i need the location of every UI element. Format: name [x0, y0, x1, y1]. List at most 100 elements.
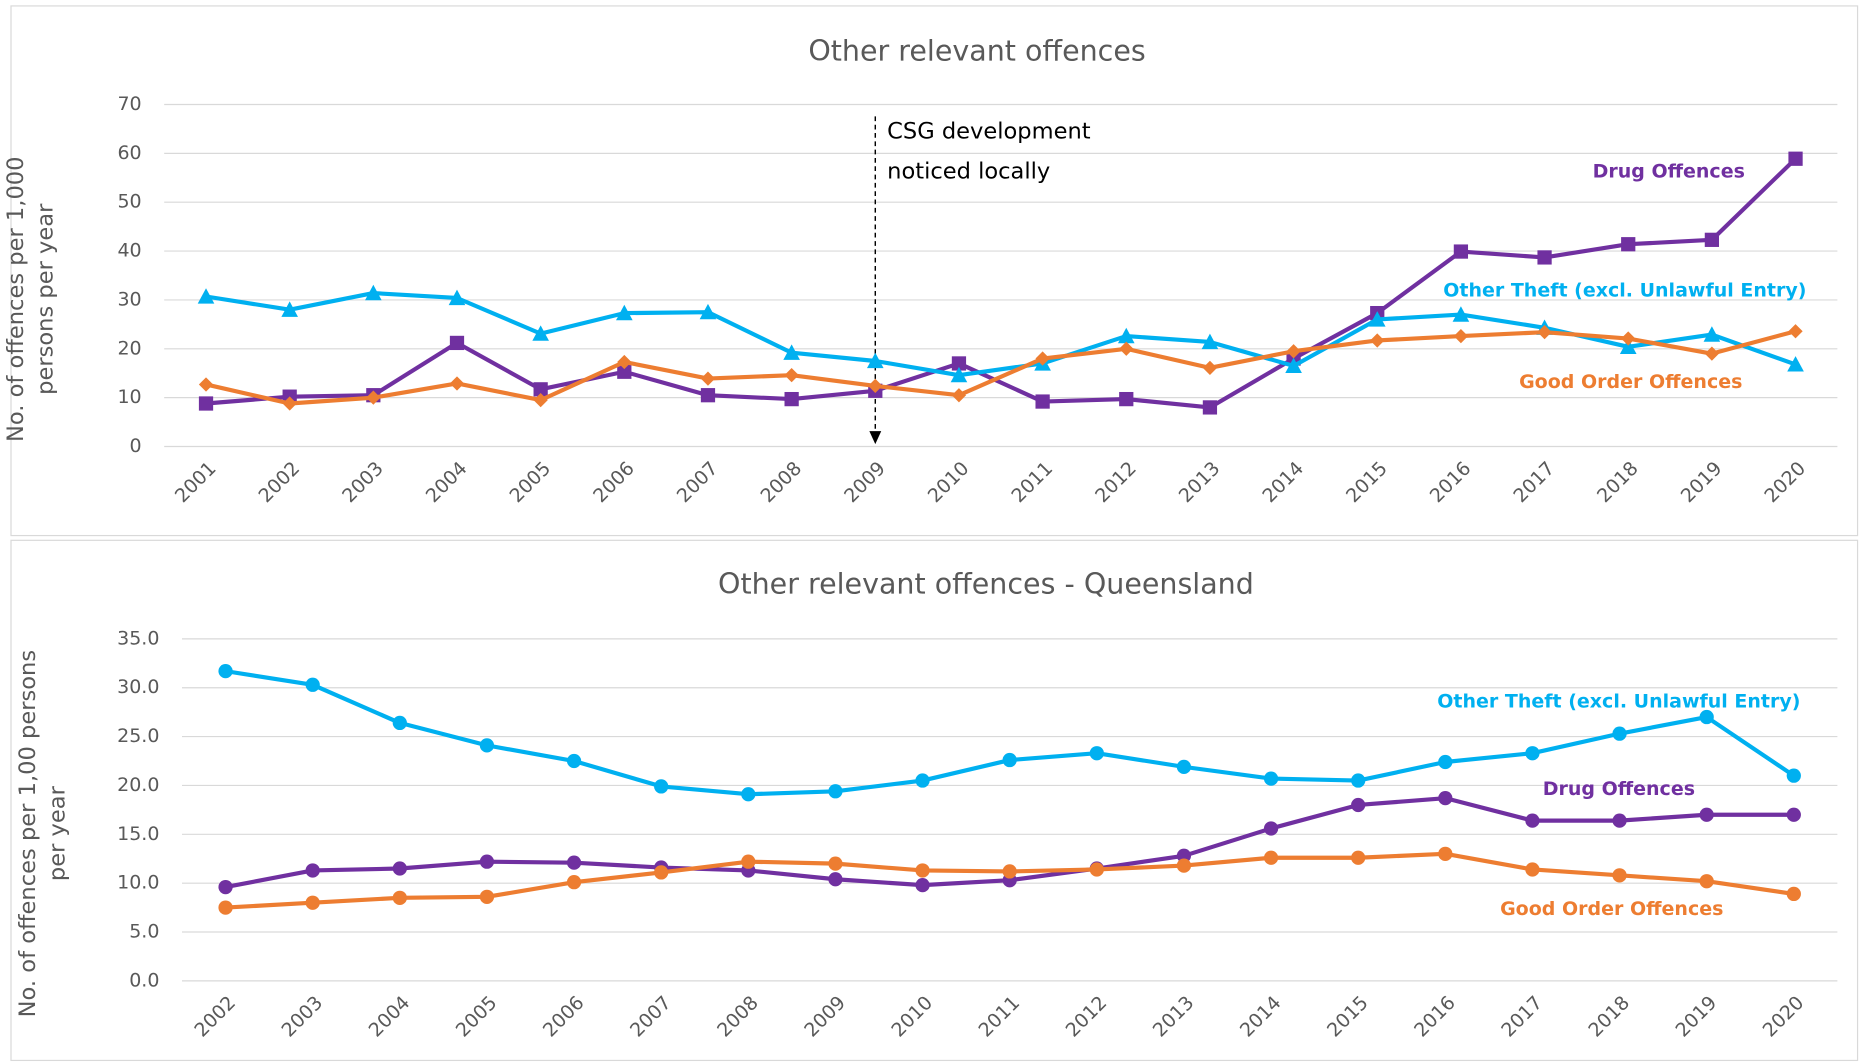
- marker: [1612, 868, 1627, 883]
- marker: [1119, 391, 1134, 407]
- marker: [305, 677, 320, 692]
- marker: [950, 366, 968, 383]
- marker: [305, 863, 320, 878]
- y-axis-label-box: No. of offences per 1,000 persons per ye…: [3, 156, 59, 442]
- marker: [654, 865, 669, 880]
- marker: [1537, 250, 1552, 265]
- marker: [1786, 768, 1801, 783]
- marker: [479, 738, 495, 753]
- marker: [1035, 394, 1050, 409]
- y-tick-label: 10: [117, 386, 141, 408]
- chart-title: Other relevant offences: [808, 34, 1145, 67]
- marker: [532, 325, 549, 341]
- marker: [741, 787, 756, 802]
- marker: [1537, 325, 1552, 340]
- marker: [448, 289, 466, 306]
- chart-title: Other relevant offences - Queensland: [718, 567, 1254, 600]
- marker: [1002, 752, 1017, 768]
- marker: [1699, 807, 1714, 822]
- marker: [915, 773, 930, 788]
- marker: [1453, 328, 1469, 344]
- marker: [566, 875, 582, 890]
- legend-label: Good Order Offences: [1519, 371, 1742, 393]
- marker: [1787, 356, 1804, 372]
- marker: [566, 753, 582, 769]
- marker: [1438, 754, 1453, 770]
- marker: [392, 861, 407, 876]
- marker: [198, 377, 214, 392]
- marker: [1452, 306, 1470, 322]
- marker: [1699, 874, 1714, 889]
- marker: [282, 396, 297, 411]
- marker: [1263, 771, 1279, 786]
- legend-label: Other Theft (excl. Unlawful Entry): [1437, 690, 1800, 712]
- marker: [1438, 791, 1453, 806]
- y-tick-label: 15.0: [117, 823, 159, 845]
- marker: [1286, 344, 1301, 359]
- marker: [1621, 331, 1636, 346]
- y-tick-label: 50: [117, 191, 141, 213]
- marker: [1525, 746, 1540, 761]
- annotation-text: noticed locally: [887, 159, 1050, 185]
- marker: [616, 304, 633, 321]
- marker: [1035, 351, 1050, 366]
- marker: [617, 364, 632, 379]
- series-line: [205, 329, 1797, 406]
- marker: [197, 288, 215, 304]
- marker: [828, 784, 843, 799]
- marker: [1788, 324, 1803, 339]
- marker: [1788, 151, 1803, 166]
- marker: [915, 877, 930, 893]
- marker: [915, 863, 930, 878]
- y-axis-label-box: No. of offences per 1,00 persons per yea…: [14, 649, 71, 1018]
- marker: [1786, 886, 1801, 902]
- marker: [617, 354, 632, 370]
- y-axis-label: No. of offences per 1,00 persons per yea…: [14, 649, 71, 1018]
- series-line: [205, 157, 1797, 410]
- y-tick-label: 10.0: [117, 872, 159, 894]
- marker: [1612, 726, 1627, 741]
- marker: [1202, 400, 1218, 415]
- marker: [699, 303, 717, 320]
- marker: [1089, 862, 1104, 877]
- marker: [784, 391, 799, 407]
- marker: [828, 872, 843, 887]
- marker: [198, 396, 214, 411]
- marker: [281, 301, 298, 317]
- marker: [1525, 862, 1540, 877]
- marker: [1351, 773, 1366, 788]
- marker: [1704, 346, 1720, 361]
- marker: [1263, 821, 1279, 836]
- marker: [1351, 797, 1366, 813]
- marker: [741, 854, 756, 869]
- marker: [218, 663, 233, 679]
- marker: [479, 854, 495, 869]
- annotation-text: CSG development: [887, 118, 1091, 144]
- y-tick-label: 70: [117, 93, 141, 115]
- marker: [1621, 237, 1636, 252]
- marker: [449, 335, 465, 351]
- y-tick-label: 35.0: [117, 627, 159, 649]
- marker: [1089, 746, 1104, 761]
- marker: [1453, 244, 1469, 259]
- marker: [479, 889, 495, 904]
- marker: [1351, 850, 1366, 865]
- marker: [449, 376, 465, 391]
- y-tick-label: 25.0: [117, 725, 159, 747]
- marker: [1703, 326, 1721, 342]
- marker: [1699, 709, 1714, 725]
- marker: [392, 890, 407, 905]
- marker: [700, 371, 716, 386]
- marker: [566, 855, 582, 870]
- marker: [1176, 848, 1192, 863]
- marker: [1438, 846, 1453, 861]
- marker: [1612, 813, 1627, 828]
- y-tick-label: 0.0: [129, 969, 159, 991]
- y-tick-label: 60: [117, 142, 141, 164]
- marker: [1201, 333, 1219, 350]
- marker: [366, 390, 381, 405]
- marker: [951, 388, 967, 403]
- marker: [1704, 232, 1720, 247]
- legend-label: Drug Offences: [1593, 161, 1745, 183]
